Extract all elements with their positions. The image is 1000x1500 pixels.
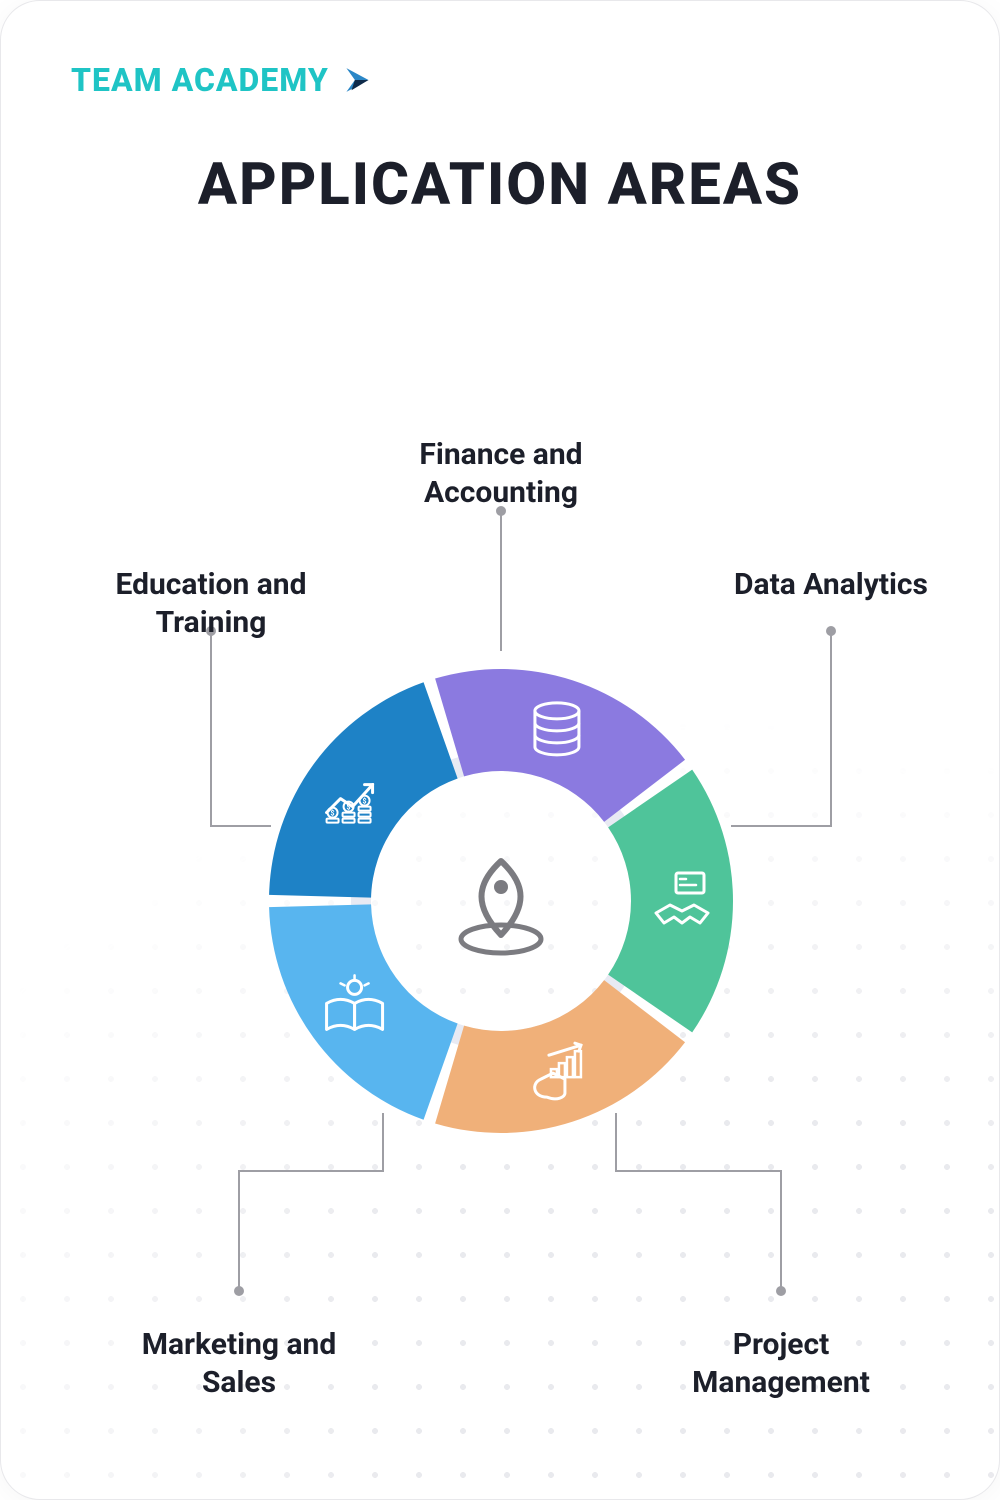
connector-line — [616, 1113, 781, 1291]
segment-label: Marketing and Sales — [109, 1326, 369, 1401]
connector-dot — [826, 626, 836, 636]
donut-segment — [269, 682, 458, 897]
location-pin-icon — [461, 861, 541, 953]
brand-name: TEAM ACADEMY — [71, 61, 329, 99]
svg-text:$: $ — [331, 810, 335, 818]
segment-label: Education and Training — [81, 566, 341, 641]
donut-segment — [269, 904, 458, 1119]
infographic-card: TEAM ACADEMY APPLICATION AREAS $ $ $ Finan… — [0, 0, 1000, 1500]
segment-label: Project Management — [651, 1326, 911, 1401]
svg-text:$: $ — [347, 804, 351, 812]
connector-dot — [776, 1286, 786, 1296]
brand-arrow-icon — [343, 63, 377, 97]
donut-stage: $ $ $ Finance and Accounting Data Analytics… — [1, 351, 1000, 1401]
page-title: APPLICATION AREAS — [1, 151, 999, 219]
segment-label: Data Analytics — [701, 566, 961, 604]
donut-segment — [608, 770, 733, 1033]
donut-segment — [435, 980, 685, 1133]
connector-line — [211, 631, 271, 826]
brand-logo: TEAM ACADEMY — [71, 61, 377, 99]
svg-text:$: $ — [363, 798, 367, 806]
connector-dot — [234, 1286, 244, 1296]
segment-label: Finance and Accounting — [371, 436, 631, 511]
donut-segment — [435, 669, 685, 822]
connector-line — [731, 631, 831, 826]
connector-line — [239, 1113, 383, 1291]
